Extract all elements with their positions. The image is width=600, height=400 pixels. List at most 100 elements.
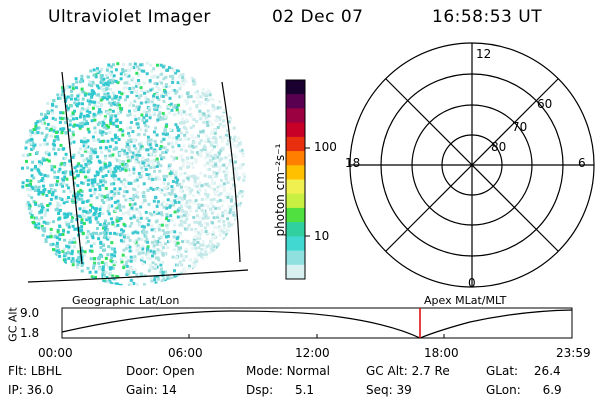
emission-dot xyxy=(86,99,90,103)
emission-dot xyxy=(21,166,24,170)
emission-dot xyxy=(197,176,201,180)
emission-dot xyxy=(137,171,141,175)
emission-dot xyxy=(57,96,60,100)
emission-dot xyxy=(113,94,117,98)
emission-dot xyxy=(34,125,38,128)
emission-dot xyxy=(166,68,170,72)
emission-dot xyxy=(184,127,188,131)
emission-dot xyxy=(31,186,35,190)
emission-dot xyxy=(191,79,195,83)
emission-dot xyxy=(21,185,25,189)
emission-dot xyxy=(50,164,54,168)
emission-dot xyxy=(199,139,203,143)
emission-dot xyxy=(241,173,245,177)
emission-dot xyxy=(24,146,28,150)
emission-dot xyxy=(59,127,63,131)
emission-dot xyxy=(206,245,210,249)
emission-dot xyxy=(59,163,63,167)
emission-dot xyxy=(128,266,132,270)
emission-dot xyxy=(242,172,246,176)
emission-dot xyxy=(216,189,220,193)
emission-dot xyxy=(181,109,185,113)
emission-dot xyxy=(228,163,232,167)
emission-dot xyxy=(180,222,184,226)
emission-dot xyxy=(100,97,104,101)
emission-dot xyxy=(204,247,207,251)
emission-dot xyxy=(210,129,214,133)
emission-dot xyxy=(62,228,65,232)
emission-dot xyxy=(119,128,123,131)
emission-dot xyxy=(96,93,100,97)
emission-dot xyxy=(188,106,192,110)
emission-dot xyxy=(165,68,169,72)
emission-dot xyxy=(170,170,174,174)
emission-dot xyxy=(163,193,167,197)
emission-dot xyxy=(177,200,181,204)
emission-dot xyxy=(156,75,160,79)
emission-dot xyxy=(212,197,216,201)
emission-dot xyxy=(30,196,34,200)
emission-dot xyxy=(95,227,99,230)
emission-dot xyxy=(132,86,136,90)
emission-dot xyxy=(96,138,100,142)
emission-dot xyxy=(202,112,206,116)
emission-dot xyxy=(146,139,150,143)
emission-dot xyxy=(98,267,101,271)
emission-dot xyxy=(106,83,110,87)
emission-dot xyxy=(63,258,67,262)
emission-dot xyxy=(185,92,189,95)
emission-dot xyxy=(221,147,225,151)
emission-dot xyxy=(86,266,90,270)
emission-dot xyxy=(179,219,183,223)
emission-dot xyxy=(125,141,129,145)
emission-dot xyxy=(116,206,120,210)
emission-dot xyxy=(144,246,148,250)
emission-dot xyxy=(170,89,174,93)
emission-dot xyxy=(169,192,173,196)
emission-dot xyxy=(111,77,115,81)
emission-dot xyxy=(182,144,186,148)
emission-dot xyxy=(182,213,186,217)
emission-dot xyxy=(122,266,126,270)
emission-dot xyxy=(141,101,145,105)
emission-dot xyxy=(64,97,68,101)
emission-dot xyxy=(115,282,119,286)
emission-dot xyxy=(158,111,162,115)
emission-dot xyxy=(213,135,217,139)
emission-dot xyxy=(233,156,237,160)
emission-dot xyxy=(157,87,161,90)
emission-dot xyxy=(108,110,112,114)
emission-dot xyxy=(121,67,125,71)
emission-dot xyxy=(202,212,206,216)
emission-dot xyxy=(188,143,192,147)
emission-dot xyxy=(99,231,103,235)
emission-dot xyxy=(45,116,49,119)
emission-dot xyxy=(37,126,41,130)
emission-dot xyxy=(128,199,132,203)
emission-dot xyxy=(136,122,140,126)
emission-dot xyxy=(30,130,34,134)
emission-dot xyxy=(214,244,218,248)
emission-dot xyxy=(217,168,221,172)
emission-dot xyxy=(89,244,93,248)
emission-dot xyxy=(159,190,163,194)
emission-dot xyxy=(161,91,165,95)
emission-dot xyxy=(146,240,150,244)
emission-dot xyxy=(162,156,166,159)
emission-dot xyxy=(175,263,179,267)
emission-dot xyxy=(209,207,213,211)
emission-dot xyxy=(212,230,215,234)
emission-dot xyxy=(157,98,161,101)
emission-dot xyxy=(195,250,199,254)
emission-dot xyxy=(72,140,76,144)
emission-dot xyxy=(195,183,199,187)
emission-dot xyxy=(37,160,41,164)
emission-dot xyxy=(80,263,84,267)
emission-dot xyxy=(43,227,47,231)
emission-dot xyxy=(180,113,184,117)
emission-dot xyxy=(197,192,201,196)
emission-dot xyxy=(125,80,129,84)
emission-dot xyxy=(173,199,177,203)
emission-dot xyxy=(227,192,231,196)
emission-dot xyxy=(83,149,87,153)
